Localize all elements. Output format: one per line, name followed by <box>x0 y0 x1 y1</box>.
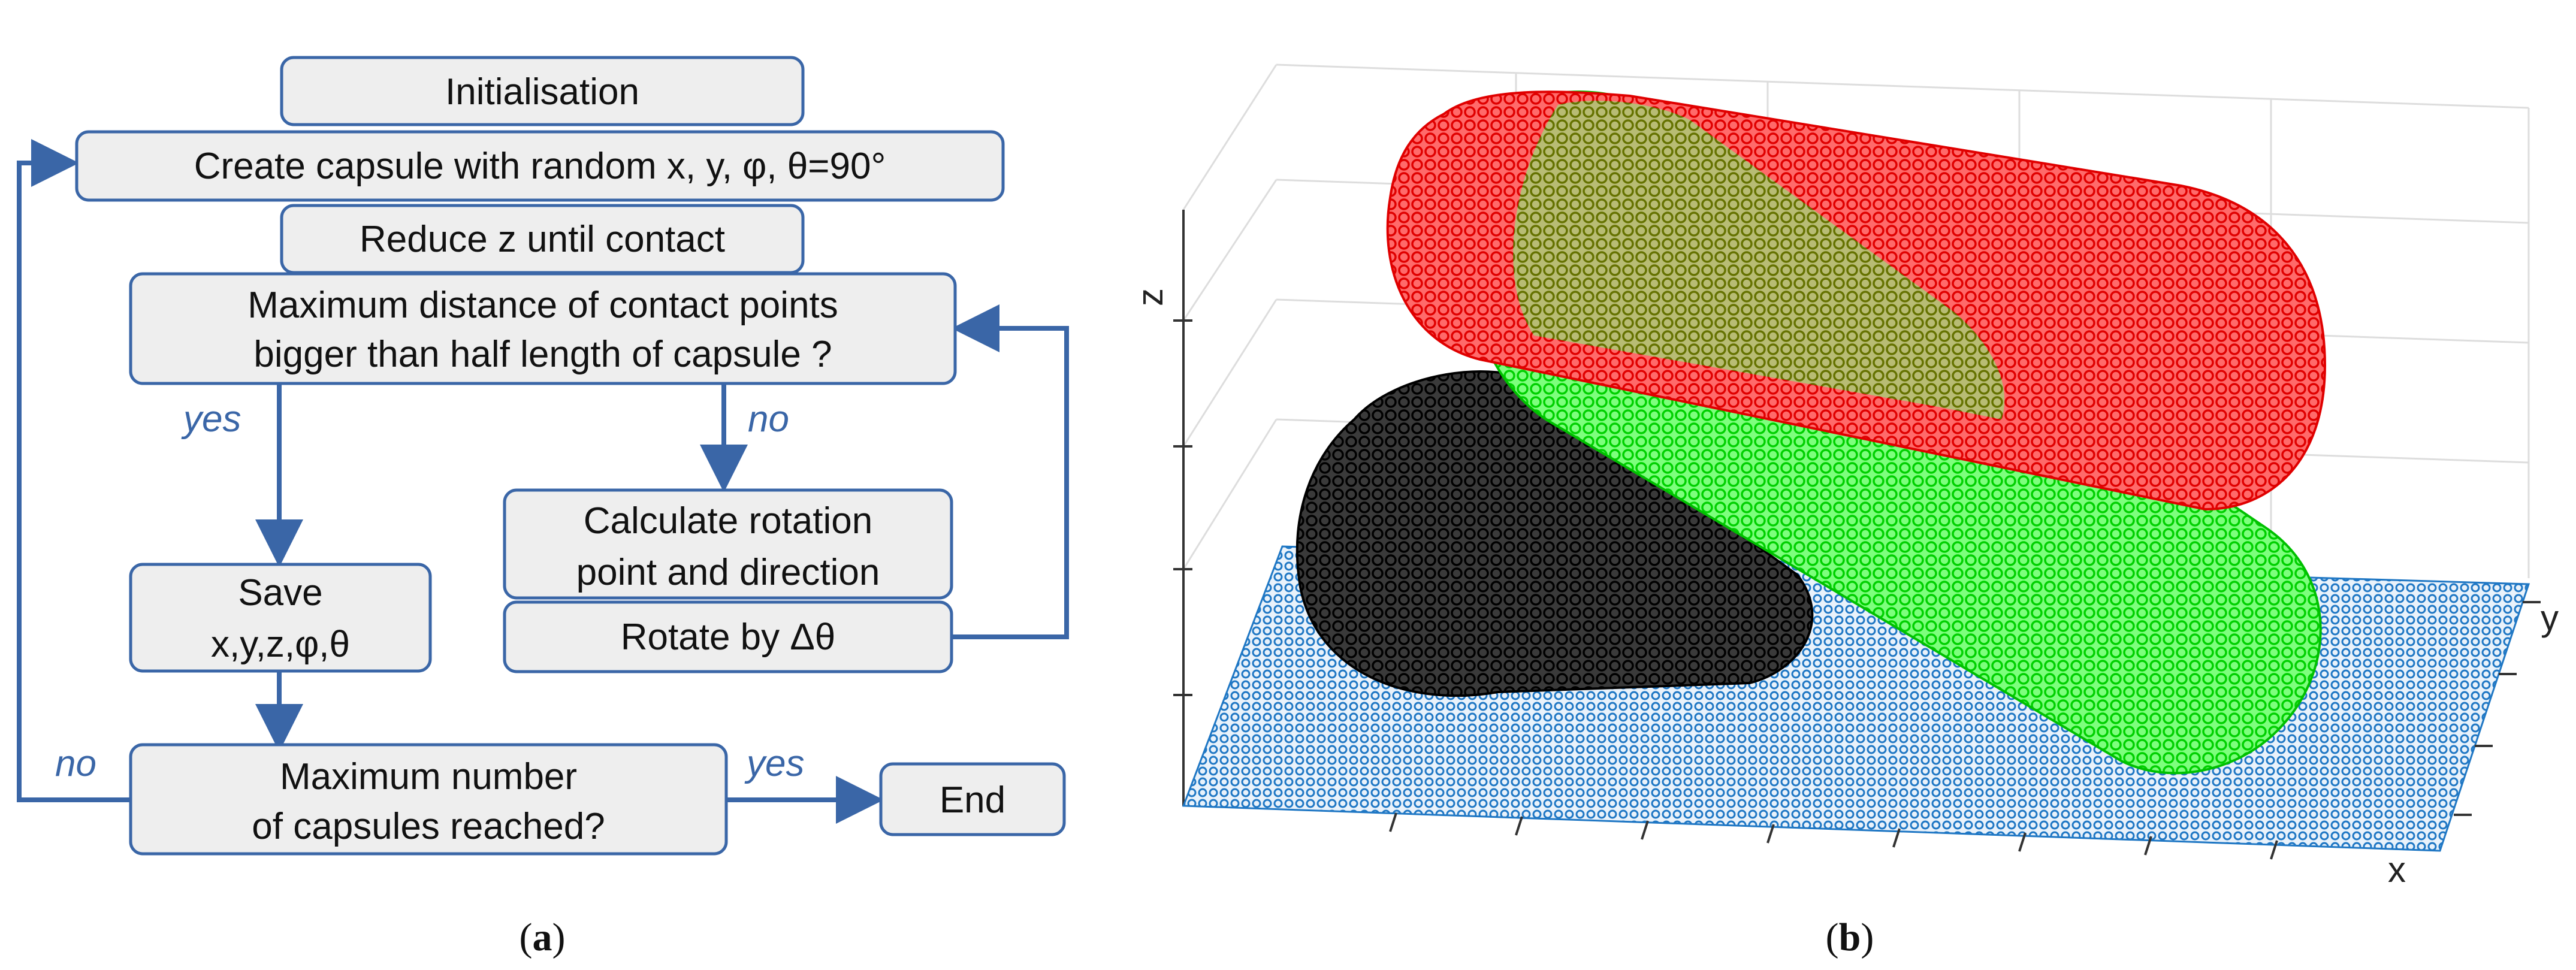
caption-a: (a) <box>520 915 566 959</box>
save-label-line2: x,y,z,φ,θ <box>211 624 350 665</box>
branch-no-middle: no <box>748 398 789 440</box>
x-tick-4 <box>1766 824 1775 844</box>
save-box <box>129 563 432 673</box>
max-distance-box <box>129 272 957 385</box>
grid-left-h1 <box>1182 179 1278 321</box>
capsule-black <box>1295 370 1814 697</box>
capsule-green-overlap <box>1513 101 2005 420</box>
max-number-label-line1: Maximum number <box>280 756 577 797</box>
create-capsule-box <box>75 130 1005 202</box>
max-number-box <box>129 743 728 856</box>
rotate-box <box>503 600 953 673</box>
left-back-vertical <box>1182 64 1278 210</box>
capsule-black-body <box>1295 370 1814 697</box>
back-wall-top-edge <box>1276 64 2529 109</box>
end-label: End <box>940 779 1005 821</box>
rotate-label: Rotate by Δθ <box>621 617 836 658</box>
initialisation-label: Initialisation <box>445 71 639 113</box>
flow-box-texts: Initialisation Create capsule with rando… <box>194 71 1005 847</box>
initialisation-box <box>280 56 805 126</box>
z-axis <box>1173 210 1192 806</box>
branch-yes-right: yes <box>744 743 804 784</box>
max-distance-label-line2: bigger than half length of capsule ? <box>253 334 832 375</box>
y-axis-label: y <box>2541 598 2559 638</box>
x-tick-2 <box>1515 816 1523 836</box>
capsule-red <box>1386 90 2327 511</box>
calculate-rotation-box <box>503 488 953 600</box>
calculate-rotation-label-line1: Calculate rotation <box>584 500 873 542</box>
x-axis-label: x <box>2388 850 2406 890</box>
flowchart-panel: Initialisation Create capsule with rando… <box>17 56 1069 959</box>
branch-no-left: no <box>55 743 96 784</box>
x-tick-1 <box>1389 812 1397 832</box>
x-tick-8 <box>2270 840 2278 860</box>
z-axis-label: z <box>1130 288 1170 306</box>
flow-connectors <box>17 139 1069 824</box>
end-box <box>879 762 1066 836</box>
loop-rotate-to-maxdist <box>952 304 1069 639</box>
max-distance-label-line1: Maximum distance of contact points <box>247 285 838 326</box>
x-tick-5 <box>1892 828 1901 848</box>
reduce-z-label: Reduce z until contact <box>360 219 725 260</box>
create-capsule-label: Create capsule with random x, y, φ, θ=90… <box>194 146 886 187</box>
loop-maxnum-to-create <box>17 139 131 802</box>
x-tick-6 <box>2018 832 2027 852</box>
max-number-label-line2: of capsules reached? <box>252 806 605 847</box>
branch-yes-left: yes <box>181 398 241 440</box>
calculate-rotation-label-line2: point and direction <box>576 552 880 593</box>
save-label-line1: Save <box>238 572 322 614</box>
x-axis-ticks <box>1389 812 2278 860</box>
y-axis-ticks <box>2454 601 2541 816</box>
grid-left-h2 <box>1182 299 1278 447</box>
x-tick-3 <box>1641 820 1649 840</box>
x-tick-7 <box>2144 836 2152 856</box>
caption-b: (b) <box>1826 915 1874 959</box>
flow-boxes <box>75 56 1066 856</box>
plot-panel: z y x (b) <box>1130 64 2559 959</box>
grid-left-h3 <box>1182 419 1278 570</box>
